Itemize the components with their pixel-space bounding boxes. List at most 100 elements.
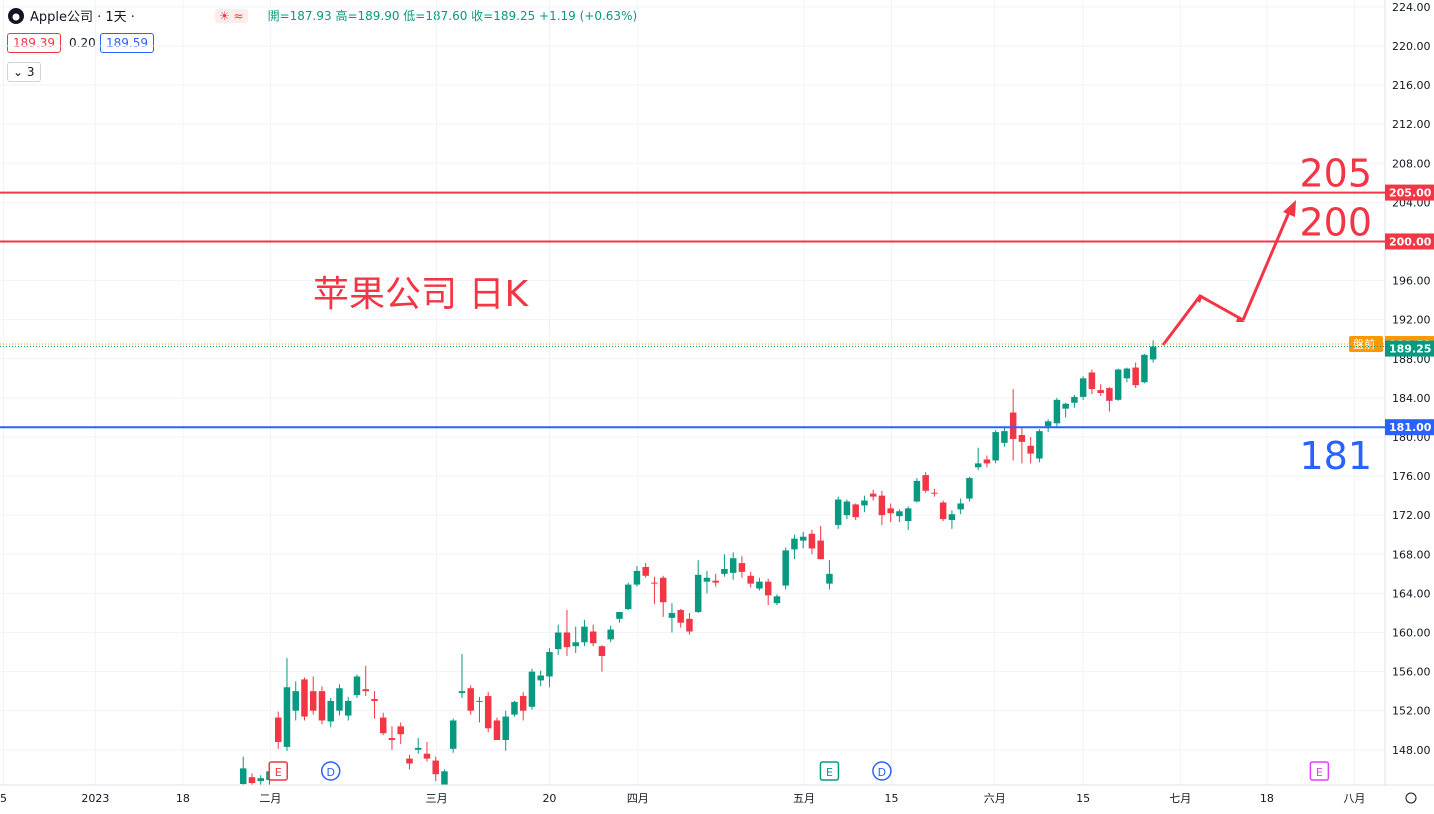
candle-body xyxy=(467,688,474,711)
premarket-name: 盤前 xyxy=(1353,337,1375,351)
event-marker xyxy=(1309,761,1330,781)
candle-body xyxy=(502,716,509,741)
candle-body xyxy=(309,691,317,711)
legend-header: Apple公司 · 1天 · ☀ ≈ 開=187.93 高=189.90 低=1… xyxy=(8,6,637,25)
candle-body xyxy=(957,503,964,510)
candle-body xyxy=(773,596,781,604)
candle-body xyxy=(887,508,894,514)
y-tick-label: 204.00 xyxy=(1392,196,1431,209)
event-marker xyxy=(872,761,892,781)
candle-body xyxy=(449,720,457,749)
candle-body xyxy=(519,696,527,711)
candle-body xyxy=(703,577,711,582)
candle-body xyxy=(1132,367,1139,386)
candle-body xyxy=(248,777,256,784)
candle-body xyxy=(581,626,588,643)
spread: 0.20 xyxy=(69,36,96,50)
x-tick-label: 三月 xyxy=(426,792,448,805)
projection-arrow xyxy=(1161,294,1244,346)
candle-body xyxy=(239,768,247,785)
y-tick-label: 224.00 xyxy=(1392,1,1431,14)
y-tick-label: 184.00 xyxy=(1392,392,1431,405)
candle-body xyxy=(1088,372,1096,390)
y-tick-label: 216.00 xyxy=(1392,79,1431,92)
y-tick-label: 200.00 xyxy=(1392,235,1431,248)
candle-body xyxy=(974,463,982,468)
candle-body xyxy=(659,577,667,603)
candle-body xyxy=(764,581,772,596)
price-tag-label: 181.00 xyxy=(1389,421,1432,434)
candle-body xyxy=(677,610,684,623)
candle-body xyxy=(1062,403,1069,409)
candle-body xyxy=(913,480,921,502)
x-tick-label: 18 xyxy=(176,792,190,805)
candle-body xyxy=(747,575,754,584)
last-price-tag xyxy=(1385,340,1434,357)
candle-body xyxy=(694,574,702,612)
candle-body xyxy=(948,514,956,521)
x-tick-label: 5 xyxy=(0,792,7,805)
candle-body xyxy=(441,771,448,785)
candle-body xyxy=(476,700,483,702)
level-annotation: 205 xyxy=(1299,152,1372,196)
y-tick-label: 148.00 xyxy=(1392,744,1431,757)
candle-body xyxy=(983,459,991,464)
candle-body xyxy=(458,691,466,694)
price-tag xyxy=(1385,233,1434,250)
candle-body xyxy=(922,475,929,491)
candle-body xyxy=(808,533,816,549)
settings-icon[interactable] xyxy=(1405,792,1417,804)
candle-body xyxy=(712,580,719,583)
candle-body xyxy=(861,500,868,506)
candle-body xyxy=(756,581,763,589)
indicator-toggle[interactable]: ⌄ 3 xyxy=(7,62,41,82)
candle-body xyxy=(1071,396,1078,403)
candle-body xyxy=(869,493,877,497)
candle-body xyxy=(397,726,404,735)
candle-body xyxy=(624,584,632,610)
candle-body xyxy=(283,687,291,747)
grid xyxy=(0,0,1385,785)
candle-body xyxy=(721,568,728,574)
candle-body xyxy=(388,738,396,741)
candle-body xyxy=(686,618,693,632)
premarket-tag xyxy=(1385,336,1434,353)
x-tick-label: 2023 xyxy=(81,792,109,805)
candle-body xyxy=(414,747,422,750)
candle-body xyxy=(292,691,299,711)
candle-body xyxy=(826,573,833,584)
candle-body xyxy=(1106,388,1113,401)
projection-arrow xyxy=(1241,209,1292,321)
candle-body xyxy=(834,499,842,525)
candle-body xyxy=(791,538,798,550)
candle-body xyxy=(344,700,352,716)
price-tag-label: 205.00 xyxy=(1389,187,1432,200)
candle-body xyxy=(1001,431,1008,443)
candle-body xyxy=(939,502,947,520)
plot-area xyxy=(239,340,1157,785)
y-tick-label: 172.00 xyxy=(1392,509,1431,522)
last-price-label: 189.25 xyxy=(1389,343,1431,356)
event-label: D xyxy=(878,766,886,779)
candle-body xyxy=(799,536,807,541)
x-tick-label: 15 xyxy=(885,792,899,805)
bid[interactable]: 189.39 xyxy=(7,33,61,53)
arrow-heads xyxy=(1196,295,1245,322)
ask[interactable]: 189.59 xyxy=(100,33,154,53)
symbol[interactable]: Apple公司 · 1天 · xyxy=(30,10,135,25)
candle-body xyxy=(607,629,614,640)
candle-body xyxy=(1044,421,1052,427)
candle-body xyxy=(371,698,378,701)
y-tick-label: 188.00 xyxy=(1392,353,1431,366)
candle-body xyxy=(668,612,676,618)
event-marker xyxy=(268,761,288,781)
candle-body xyxy=(878,495,886,516)
x-tick-label: 五月 xyxy=(793,792,815,805)
premarket-label: 189.51 xyxy=(1389,338,1431,351)
x-tick-label: 四月 xyxy=(627,792,649,805)
candle-body xyxy=(1149,346,1157,360)
y-tick-label: 152.00 xyxy=(1392,705,1431,718)
x-tick-label: 20 xyxy=(542,792,556,805)
